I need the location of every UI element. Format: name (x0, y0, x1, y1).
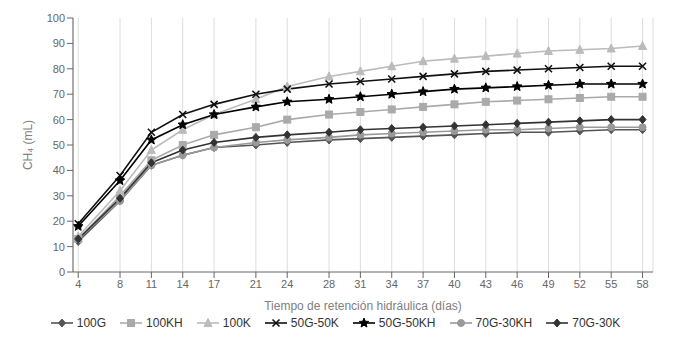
svg-text:14: 14 (177, 278, 189, 290)
svg-text:34: 34 (386, 278, 398, 290)
svg-text:90: 90 (53, 37, 65, 49)
svg-text:70: 70 (53, 88, 65, 100)
svg-text:20: 20 (53, 215, 65, 227)
svg-text:58: 58 (636, 278, 648, 290)
svg-text:4: 4 (75, 278, 81, 290)
svg-text:43: 43 (480, 278, 492, 290)
html-text:50G-50KH: 50G-50KH (378, 316, 436, 330)
svg-text:CH₄ (mL): CH₄ (mL) (21, 120, 35, 170)
svg-text:31: 31 (354, 278, 366, 290)
svg-text:17: 17 (208, 278, 220, 290)
svg-text:60: 60 (53, 114, 65, 126)
svg-text:21: 21 (250, 278, 262, 290)
svg-text:37: 37 (417, 278, 429, 290)
html-text:100K: 100K (222, 316, 251, 330)
html-text:50G-50K: 50G-50K (290, 316, 339, 330)
svg-text:Tiempo de retención hidráulica: Tiempo de retención hidráulica (días) (264, 299, 462, 313)
svg-text:40: 40 (53, 164, 65, 176)
html-text:100G: 100G (76, 316, 107, 330)
svg-text:55: 55 (605, 278, 617, 290)
svg-text:40: 40 (448, 278, 460, 290)
svg-text:0: 0 (59, 266, 65, 278)
svg-text:24: 24 (281, 278, 293, 290)
svg-text:49: 49 (542, 278, 554, 290)
svg-text:50: 50 (53, 139, 65, 151)
svg-text:46: 46 (511, 278, 523, 290)
svg-text:8: 8 (117, 278, 123, 290)
html-text:70G-30K: 70G-30K (572, 316, 621, 330)
svg-text:100: 100 (47, 12, 65, 24)
svg-text:28: 28 (323, 278, 335, 290)
svg-text:11: 11 (146, 278, 157, 290)
svg-text:10: 10 (53, 241, 65, 253)
svg-text:30: 30 (53, 190, 65, 202)
html-text:70G-30KH: 70G-30KH (475, 316, 533, 330)
svg-text:52: 52 (574, 278, 586, 290)
html-text:100KH: 100KH (146, 316, 183, 330)
svg-text:80: 80 (53, 63, 65, 75)
